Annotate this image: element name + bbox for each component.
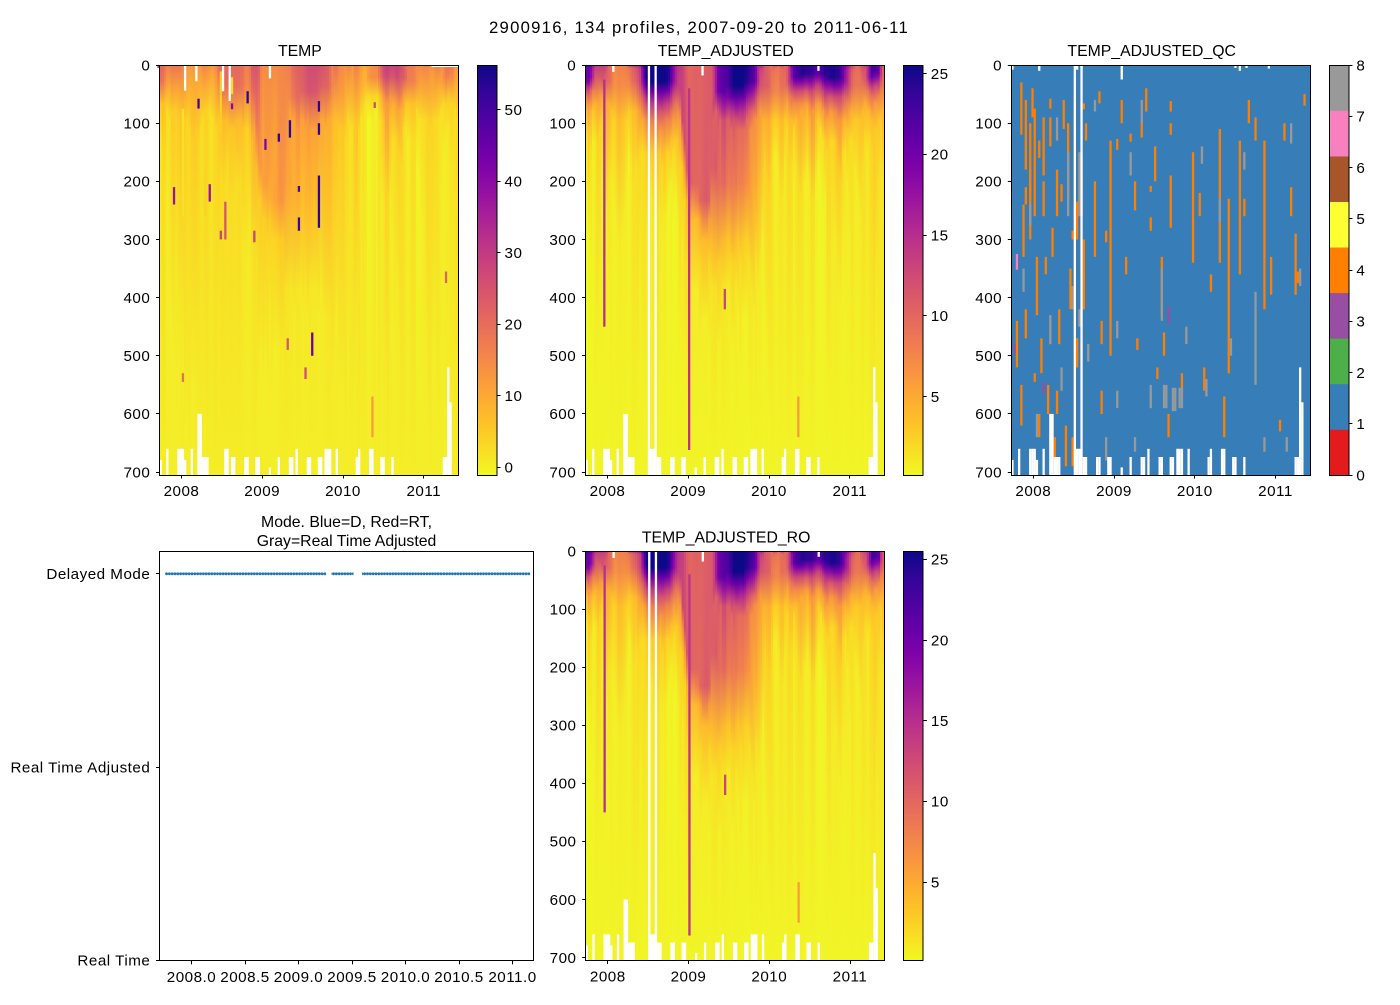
svg-text:25: 25 xyxy=(931,66,949,83)
svg-text:2011.0: 2011.0 xyxy=(488,969,536,986)
svg-text:100: 100 xyxy=(550,601,577,618)
svg-text:700: 700 xyxy=(975,464,1002,481)
svg-text:Mode. Blue=D, Red=RT,: Mode. Blue=D, Red=RT, xyxy=(261,514,432,531)
svg-text:300: 300 xyxy=(550,718,577,735)
svg-text:2009: 2009 xyxy=(671,969,707,986)
svg-text:0: 0 xyxy=(505,459,514,476)
svg-text:0: 0 xyxy=(141,57,150,74)
svg-text:100: 100 xyxy=(549,116,576,133)
svg-text:5: 5 xyxy=(931,874,940,891)
svg-text:600: 600 xyxy=(550,892,577,909)
svg-text:6: 6 xyxy=(1356,160,1365,177)
svg-text:1: 1 xyxy=(1356,416,1365,433)
svg-text:2011: 2011 xyxy=(1258,483,1293,500)
svg-text:300: 300 xyxy=(975,232,1002,249)
svg-text:Gray=Real Time Adjusted: Gray=Real Time Adjusted xyxy=(257,533,437,550)
svg-text:2: 2 xyxy=(1356,365,1365,382)
svg-text:40: 40 xyxy=(505,174,523,191)
svg-text:10: 10 xyxy=(931,794,949,811)
svg-text:0: 0 xyxy=(993,57,1002,74)
svg-text:7: 7 xyxy=(1356,109,1365,126)
svg-text:15: 15 xyxy=(931,227,949,244)
svg-text:200: 200 xyxy=(123,174,150,191)
svg-text:2008: 2008 xyxy=(164,483,200,500)
svg-text:TEMP_ADJUSTED_QC: TEMP_ADJUSTED_QC xyxy=(1067,43,1236,60)
svg-text:2009.5: 2009.5 xyxy=(327,969,376,986)
svg-text:500: 500 xyxy=(549,348,576,365)
svg-text:2008: 2008 xyxy=(590,969,626,986)
svg-text:2009: 2009 xyxy=(670,483,706,500)
svg-text:500: 500 xyxy=(123,348,150,365)
svg-text:50: 50 xyxy=(505,102,523,119)
svg-text:Real Time: Real Time xyxy=(77,953,150,970)
svg-text:100: 100 xyxy=(123,116,150,133)
svg-text:Delayed Mode: Delayed Mode xyxy=(46,566,150,583)
svg-text:2010.5: 2010.5 xyxy=(434,969,483,986)
svg-text:20: 20 xyxy=(931,147,949,164)
svg-text:5: 5 xyxy=(931,389,940,406)
svg-text:2009.0: 2009.0 xyxy=(274,969,323,986)
svg-text:2010: 2010 xyxy=(751,969,787,986)
svg-text:200: 200 xyxy=(550,660,577,677)
svg-text:200: 200 xyxy=(549,174,576,191)
svg-text:20: 20 xyxy=(505,316,523,333)
svg-text:2010: 2010 xyxy=(325,483,361,500)
svg-text:600: 600 xyxy=(549,406,576,423)
svg-text:10: 10 xyxy=(505,388,523,405)
svg-text:2009: 2009 xyxy=(1096,483,1132,500)
svg-text:200: 200 xyxy=(975,174,1002,191)
svg-text:TEMP_ADJUSTED: TEMP_ADJUSTED xyxy=(658,43,794,60)
svg-text:3: 3 xyxy=(1356,314,1365,331)
svg-text:20: 20 xyxy=(931,632,949,649)
svg-text:2008: 2008 xyxy=(1015,483,1051,500)
svg-text:2900916, 134 profiles, 2007-09: 2900916, 134 profiles, 2007-09-20 to 201… xyxy=(489,18,909,37)
svg-text:500: 500 xyxy=(550,834,577,851)
svg-text:TEMP_ADJUSTED_RO: TEMP_ADJUSTED_RO xyxy=(642,530,811,547)
svg-text:400: 400 xyxy=(549,290,576,307)
svg-text:600: 600 xyxy=(975,406,1002,423)
svg-text:600: 600 xyxy=(123,406,150,423)
svg-text:700: 700 xyxy=(550,950,577,967)
svg-text:Real Time Adjusted: Real Time Adjusted xyxy=(10,760,150,777)
svg-text:5: 5 xyxy=(1356,211,1365,228)
svg-text:2008: 2008 xyxy=(590,483,626,500)
svg-text:400: 400 xyxy=(975,290,1002,307)
svg-text:2008.5: 2008.5 xyxy=(220,969,269,986)
svg-text:2010.0: 2010.0 xyxy=(381,969,430,986)
svg-text:TEMP: TEMP xyxy=(278,43,322,60)
svg-text:4: 4 xyxy=(1356,262,1365,279)
svg-text:8: 8 xyxy=(1356,57,1365,74)
svg-text:2009: 2009 xyxy=(244,483,280,500)
svg-text:10: 10 xyxy=(931,308,949,325)
svg-text:500: 500 xyxy=(975,348,1002,365)
svg-text:0: 0 xyxy=(567,57,576,74)
svg-text:400: 400 xyxy=(123,290,150,307)
svg-text:2011: 2011 xyxy=(406,483,441,500)
svg-text:2011: 2011 xyxy=(832,483,867,500)
svg-text:0: 0 xyxy=(1356,467,1365,484)
svg-text:0: 0 xyxy=(568,543,577,560)
svg-text:2010: 2010 xyxy=(1177,483,1213,500)
svg-text:700: 700 xyxy=(549,464,576,481)
svg-text:25: 25 xyxy=(931,552,949,569)
svg-text:300: 300 xyxy=(549,232,576,249)
svg-text:2011: 2011 xyxy=(833,969,868,986)
svg-text:2008.0: 2008.0 xyxy=(167,969,216,986)
svg-text:30: 30 xyxy=(505,245,523,262)
svg-text:300: 300 xyxy=(123,232,150,249)
svg-text:400: 400 xyxy=(550,776,577,793)
svg-text:15: 15 xyxy=(931,713,949,730)
svg-text:2010: 2010 xyxy=(751,483,787,500)
svg-text:700: 700 xyxy=(123,464,150,481)
svg-text:100: 100 xyxy=(975,116,1002,133)
